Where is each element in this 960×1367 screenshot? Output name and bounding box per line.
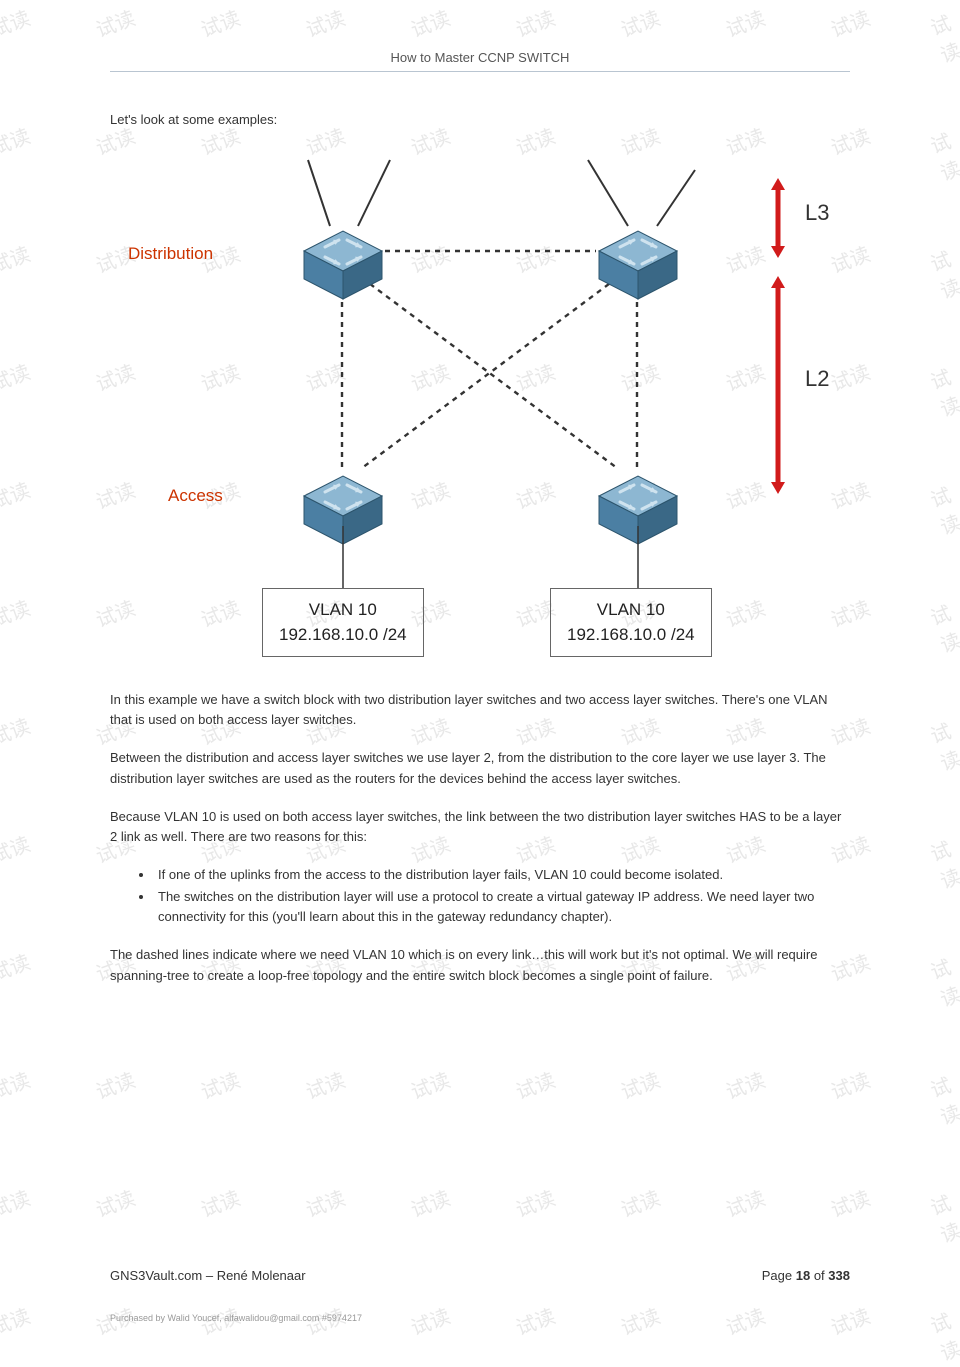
footer-right: Page 18 of 338 — [762, 1268, 850, 1283]
bullet-item: The switches on the distribution layer w… — [154, 887, 850, 927]
vlan-box-left: VLAN 10 192.168.10.0 /24 — [262, 588, 424, 657]
paragraph-2: Between the distribution and access laye… — [110, 748, 850, 788]
paragraph-4: The dashed lines indicate where we need … — [110, 945, 850, 985]
access-label: Access — [168, 486, 223, 506]
vlan-box-right: VLAN 10 192.168.10.0 /24 — [550, 588, 712, 657]
vlan-box-line1: VLAN 10 — [567, 598, 695, 623]
paragraph-3: Because VLAN 10 is used on both access l… — [110, 807, 850, 847]
vlan-box-line2: 192.168.10.0 /24 — [279, 623, 407, 648]
page-content: How to Master CCNP SWITCH Let's look at … — [0, 0, 960, 1044]
intro-text: Let's look at some examples: — [110, 110, 850, 130]
paragraph-1: In this example we have a switch block w… — [110, 690, 850, 730]
page-footer: GNS3Vault.com – René Molenaar Page 18 of… — [110, 1268, 850, 1283]
bullet-item: If one of the uplinks from the access to… — [154, 865, 850, 885]
l3-label: L3 — [805, 200, 829, 226]
page-header-title: How to Master CCNP SWITCH — [110, 50, 850, 72]
vlan-box-line1: VLAN 10 — [279, 598, 407, 623]
l2-label: L2 — [805, 366, 829, 392]
bullet-list: If one of the uplinks from the access to… — [154, 865, 850, 927]
vlan-box-line2: 192.168.10.0 /24 — [567, 623, 695, 648]
footer-left: GNS3Vault.com – René Molenaar — [110, 1268, 306, 1283]
distribution-label: Distribution — [128, 244, 213, 264]
purchase-line: Purchased by Walid Youcef, alfawalidou@g… — [110, 1313, 362, 1323]
network-diagram: Distribution Access L3 L2 VLAN 10 192.16… — [110, 148, 850, 668]
